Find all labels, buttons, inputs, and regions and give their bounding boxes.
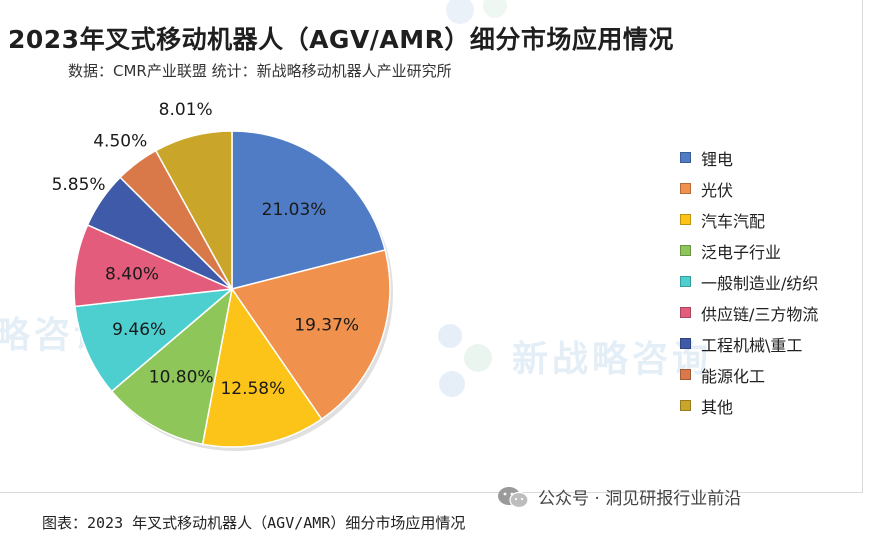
slice-data-label: 9.46% — [112, 320, 166, 340]
legend-swatch — [680, 400, 691, 411]
pie-slice — [74, 287, 235, 393]
pie-slice — [201, 287, 323, 448]
pie-slice — [110, 287, 234, 446]
source-row: 公众号 · 洞见研报行业前沿 — [496, 484, 741, 509]
legend-label: 汽车汽配 — [701, 211, 766, 231]
legend-label: 供应链/三方物流 — [701, 304, 819, 324]
pie-slice — [230, 249, 391, 421]
legend-item: 锂电 — [680, 142, 818, 173]
chart-legend: 锂电光伏汽车汽配泛电子行业一般制造业/纺织 供应链/三方物流 工程机械\重工 能源化工… — [680, 142, 818, 421]
chart-title: 2023年叉式移动机器人（AGV/AMR）细分市场应用情况 — [8, 25, 674, 54]
legend-swatch — [680, 245, 691, 256]
legend-label: 光伏 — [701, 180, 734, 200]
legend-item: 供应链/三方物流 — [680, 297, 818, 328]
slice-data-label: 19.37% — [294, 316, 359, 336]
pie-slice — [231, 130, 387, 290]
chart-card: 新战略咨询 略咨询 2023年叉式移动机器人（AGV/AMR）细分市场应用情况 … — [0, 0, 863, 493]
slice-data-label: 10.80% — [149, 367, 214, 387]
legend-label: 锂电 — [701, 149, 734, 169]
legend-label: 一般制造业/纺织 — [701, 273, 819, 293]
legend-item: 泛电子行业 — [680, 235, 818, 266]
legend-swatch — [680, 276, 691, 287]
legend-label: 工程机械\重工 — [701, 335, 803, 355]
slice-data-label: 21.03% — [262, 200, 327, 220]
legend-swatch — [680, 152, 691, 163]
legend-swatch — [680, 183, 691, 194]
legend-item: 其他 — [680, 390, 818, 421]
legend-swatch — [680, 338, 691, 349]
pie-chart: 21.03% 19.37% 12.58% 10.80% 9.46% 8.40% 5.85% 4… — [52, 100, 393, 451]
legend-item: 工程机械\重工 — [680, 328, 818, 359]
legend-swatch — [680, 214, 691, 225]
legend-label: 泛电子行业 — [701, 242, 782, 262]
wechat-icon — [498, 486, 529, 508]
slice-data-label: 8.40% — [105, 265, 159, 285]
legend-swatch — [680, 307, 691, 318]
legend-item: 光伏 — [680, 173, 818, 204]
legend-item: 能源化工 — [680, 359, 818, 390]
slice-data-label: 5.85% — [52, 175, 106, 195]
slice-data-label: 8.01% — [159, 100, 213, 120]
pie-slice — [154, 130, 233, 290]
chart-subtitle: 数据：CMR产业联盟 统计：新战略移动机器人产业研究所 — [68, 62, 452, 80]
slice-data-label: 12.58% — [220, 379, 285, 399]
legend-item: 一般制造业/纺织 — [680, 266, 818, 297]
legend-label: 能源化工 — [701, 366, 766, 386]
figure-caption: 图表：2023 年叉式移动机器人（AGV/AMR）细分市场应用情况 — [42, 514, 466, 532]
legend-label: 其他 — [701, 397, 734, 417]
source-account: 公众号 · 洞见研报行业前沿 — [538, 489, 742, 509]
slice-data-label: 4.50% — [93, 131, 147, 151]
legend-item: 汽车汽配 — [680, 204, 818, 235]
legend-swatch — [680, 369, 691, 380]
